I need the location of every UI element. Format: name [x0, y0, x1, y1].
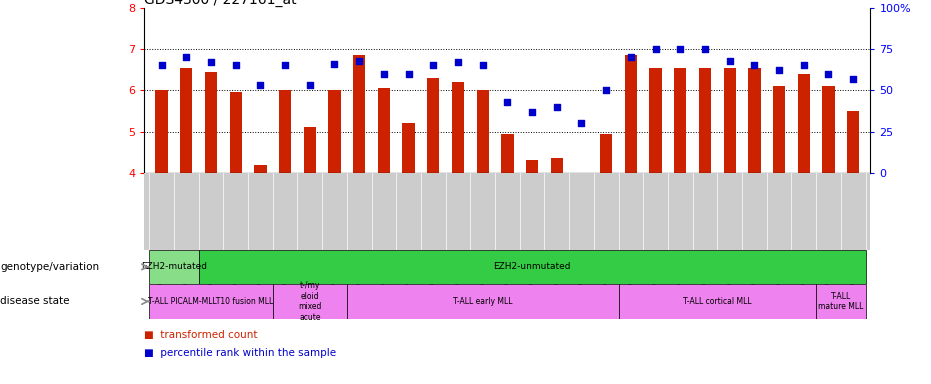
- Bar: [347, 284, 618, 319]
- Point: [697, 46, 712, 52]
- Bar: [477, 90, 489, 173]
- Bar: [180, 68, 193, 173]
- Bar: [254, 164, 266, 173]
- Bar: [353, 55, 365, 173]
- Point: [821, 71, 836, 77]
- Point: [845, 76, 860, 82]
- Bar: [618, 284, 816, 319]
- Bar: [699, 68, 711, 173]
- Bar: [600, 134, 613, 173]
- Point: [425, 62, 440, 68]
- Bar: [749, 68, 761, 173]
- Text: t-/my
eloid
mixed
acute: t-/my eloid mixed acute: [298, 281, 321, 321]
- Point: [599, 87, 614, 93]
- Point: [747, 62, 762, 68]
- Bar: [230, 92, 242, 173]
- Bar: [847, 111, 859, 173]
- Bar: [650, 68, 662, 173]
- Text: disease state: disease state: [0, 296, 70, 306]
- Point: [277, 62, 292, 68]
- Point: [525, 109, 540, 115]
- Bar: [205, 72, 217, 173]
- Point: [549, 104, 564, 110]
- Point: [352, 58, 367, 64]
- Text: genotype/variation: genotype/variation: [0, 262, 99, 272]
- Bar: [279, 90, 291, 173]
- Bar: [149, 284, 273, 319]
- Text: T-ALL cortical MLL: T-ALL cortical MLL: [683, 297, 751, 306]
- Text: T-ALL early MLL: T-ALL early MLL: [453, 297, 512, 306]
- Bar: [273, 284, 347, 319]
- Bar: [378, 88, 390, 173]
- Bar: [822, 86, 835, 173]
- Bar: [402, 123, 415, 173]
- Bar: [674, 68, 686, 173]
- Point: [376, 71, 391, 77]
- Point: [475, 62, 490, 68]
- Point: [722, 58, 737, 64]
- Text: T-ALL
mature MLL: T-ALL mature MLL: [818, 292, 864, 311]
- Point: [401, 71, 416, 77]
- Point: [648, 46, 663, 52]
- Bar: [526, 161, 538, 173]
- Bar: [149, 250, 198, 284]
- Bar: [329, 90, 341, 173]
- Point: [303, 82, 317, 88]
- Text: GDS4300 / 227161_at: GDS4300 / 227161_at: [144, 0, 297, 7]
- Point: [673, 46, 688, 52]
- Text: ■  transformed count: ■ transformed count: [144, 330, 258, 340]
- Text: EZH2-mutated: EZH2-mutated: [141, 262, 207, 271]
- Bar: [816, 284, 866, 319]
- Text: T-ALL PICALM-MLLT10 fusion MLL: T-ALL PICALM-MLLT10 fusion MLL: [148, 297, 274, 306]
- Point: [228, 62, 243, 68]
- Point: [500, 99, 515, 105]
- Point: [772, 67, 787, 73]
- Point: [253, 82, 268, 88]
- Bar: [550, 158, 563, 173]
- Bar: [155, 90, 168, 173]
- Point: [179, 54, 194, 60]
- Bar: [798, 74, 810, 173]
- Point: [204, 59, 219, 65]
- Point: [574, 120, 589, 126]
- Point: [451, 59, 466, 65]
- Point: [796, 62, 811, 68]
- Bar: [427, 78, 439, 173]
- Bar: [773, 86, 785, 173]
- Bar: [452, 82, 465, 173]
- Bar: [625, 55, 637, 173]
- Point: [327, 61, 342, 67]
- Point: [624, 54, 639, 60]
- Text: EZH2-unmutated: EZH2-unmutated: [493, 262, 571, 271]
- Bar: [304, 127, 316, 173]
- Text: ■  percentile rank within the sample: ■ percentile rank within the sample: [144, 348, 336, 358]
- Bar: [723, 68, 735, 173]
- Bar: [501, 134, 514, 173]
- Point: [155, 62, 169, 68]
